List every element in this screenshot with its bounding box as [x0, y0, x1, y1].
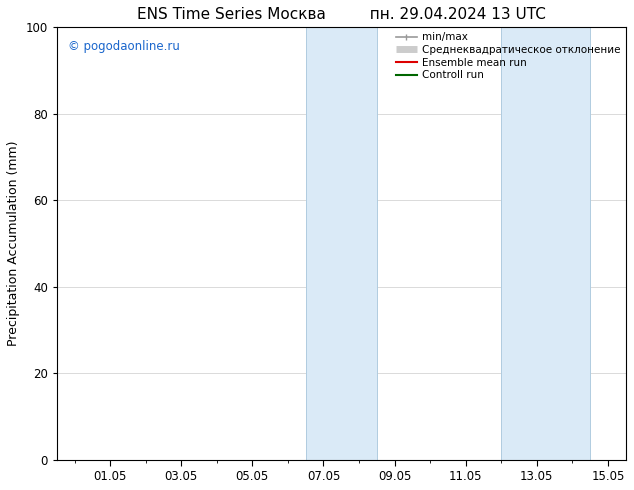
- Text: © pogodaonline.ru: © pogodaonline.ru: [68, 40, 180, 53]
- Y-axis label: Precipitation Accumulation (mm): Precipitation Accumulation (mm): [7, 141, 20, 346]
- Bar: [306, 27, 377, 460]
- Title: ENS Time Series Москва         пн. 29.04.2024 13 UTC: ENS Time Series Москва пн. 29.04.2024 13…: [137, 7, 546, 22]
- Bar: [501, 27, 590, 460]
- Legend: min/max, Среднеквадратическое отклонение, Ensemble mean run, Controll run: min/max, Среднеквадратическое отклонение…: [394, 30, 623, 82]
